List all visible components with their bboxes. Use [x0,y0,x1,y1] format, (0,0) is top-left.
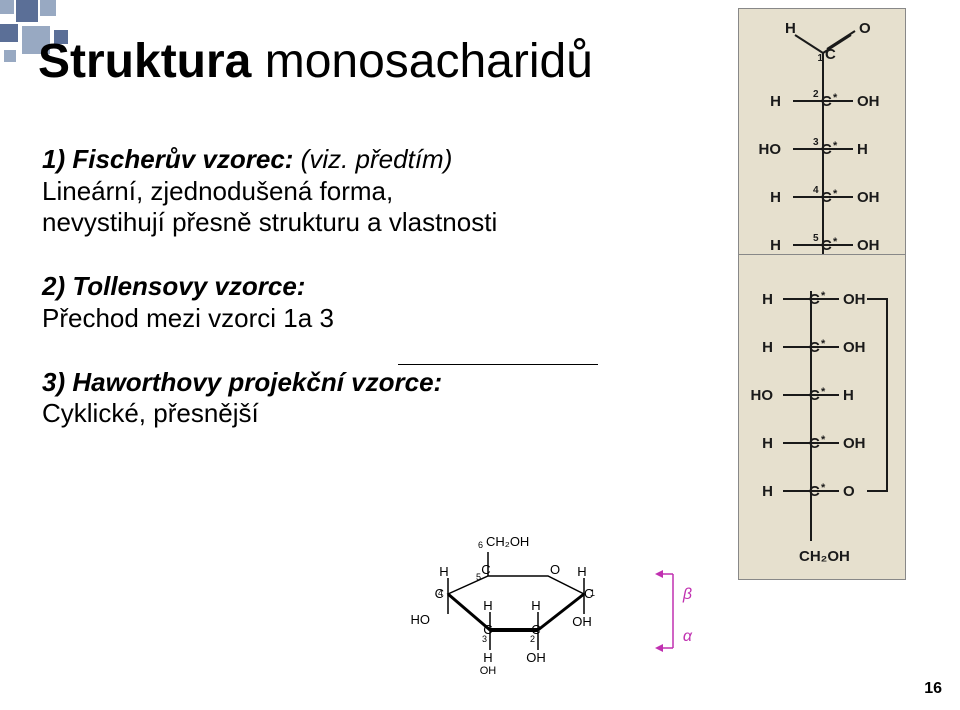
fischer-line1: Lineární, zjednodušená forma, [42,176,393,206]
svg-text:H: H [531,598,540,613]
svg-text:H: H [439,564,448,579]
tollens-line1: Přechod mezi vzorci 1a 3 [42,303,334,333]
svg-text:C: C [821,237,832,254]
svg-text:C: C [825,46,836,63]
svg-text:C: C [821,189,832,206]
svg-text:H: H [762,435,773,452]
svg-text:H: H [770,237,781,254]
svg-text:OH: OH [843,291,866,308]
svg-text:6: 6 [478,540,483,550]
svg-text:OH: OH [843,339,866,356]
svg-text:*: * [821,434,826,446]
svg-text:OH: OH [857,237,880,254]
haworth-structure: 6 CH₂OH O 5 C 4 H HO C 3 H H C 2 H OH C … [378,534,630,686]
svg-text:C: C [821,141,832,158]
section-fischer: 1) Fischerův vzorec: (viz. předtím) Line… [42,144,562,239]
svg-text:HO: HO [411,612,431,627]
svg-text:4: 4 [813,185,819,196]
alpha-label: α [683,628,692,646]
anomer-labels: β α [683,562,692,670]
svg-text:*: * [833,236,838,248]
svg-text:C: C [531,622,540,637]
svg-text:H: H [483,598,492,613]
svg-text:*: * [833,92,838,104]
title-rest: monosacharidů [251,35,593,88]
svg-text:CH₂OH: CH₂OH [799,548,850,565]
beta-label: β [683,586,692,604]
svg-text:*: * [833,188,838,200]
svg-text:5: 5 [476,572,481,582]
svg-text:H: H [762,483,773,500]
svg-text:*: * [821,290,826,302]
arrow-to-tollens [398,364,598,365]
section-tollens: 2) Tollensovy vzorce: Přechod mezi vzorc… [42,271,562,334]
title-bold: Struktura [38,35,251,88]
svg-text:OH: OH [480,665,497,677]
svg-text:2: 2 [813,89,819,100]
svg-text:*: * [821,386,826,398]
svg-text:OH: OH [526,650,546,665]
svg-text:C: C [809,339,820,356]
tollens-heading: 2) Tollensovy vzorce: [42,271,305,301]
svg-text:OH: OH [857,93,880,110]
svg-text:H: H [785,20,796,37]
svg-text:C: C [809,291,820,308]
svg-text:*: * [833,140,838,152]
haworth-heading: 3) Haworthovy projekční vzorce: [42,367,442,397]
svg-text:H: H [577,564,586,579]
svg-text:C: C [435,586,444,601]
svg-text:CH₂OH: CH₂OH [486,534,529,549]
svg-text:*: * [821,482,826,494]
svg-text:C: C [809,435,820,452]
svg-text:H: H [770,93,781,110]
fischer-line2: nevystihují přesně strukturu a vlastnost… [42,207,497,237]
svg-text:C: C [481,562,490,577]
fischer-tail: (viz. předtím) [301,144,453,174]
page-number: 16 [924,680,942,698]
main-content: 1) Fischerův vzorec: (viz. předtím) Line… [42,144,562,462]
svg-text:5: 5 [813,233,819,244]
svg-text:OH: OH [857,189,880,206]
fischer-heading: 1) Fischerův vzorec: [42,144,293,174]
svg-text:H: H [762,291,773,308]
svg-text:C: C [483,622,492,637]
svg-text:C: C [809,387,820,404]
svg-text:H: H [483,650,492,665]
svg-text:HO: HO [751,387,774,404]
svg-text:C: C [584,586,593,601]
svg-text:C: C [821,93,832,110]
svg-text:H: H [770,189,781,206]
svg-text:HO: HO [759,141,782,158]
page-title: Struktura monosacharidů [38,34,593,89]
tollens-structure: HOH C* HOH C* HOH C* HOH C* HO C* CH₂OH [738,254,906,580]
section-haworth: 3) Haworthovy projekční vzorce: Cyklické… [42,367,562,430]
svg-text:OH: OH [843,435,866,452]
haworth-line1: Cyklické, přesnější [42,398,259,428]
svg-text:H: H [857,141,868,158]
svg-text:1: 1 [817,53,823,64]
svg-text:3: 3 [813,137,819,148]
svg-text:H: H [843,387,854,404]
svg-text:O: O [859,20,871,37]
svg-text:O: O [843,483,855,500]
svg-text:*: * [821,338,826,350]
svg-text:C: C [809,483,820,500]
svg-text:H: H [762,339,773,356]
svg-text:O: O [550,562,560,577]
svg-text:OH: OH [572,614,592,629]
